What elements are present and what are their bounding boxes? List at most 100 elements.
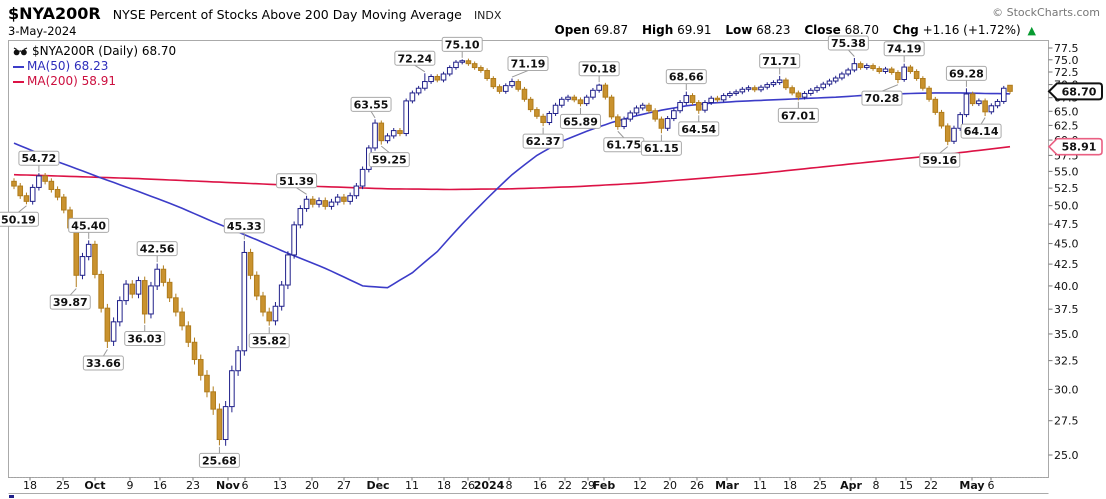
candlestick [110,321,117,342]
x-axis-label: 8 [873,479,880,492]
candlestick [322,200,329,207]
callout-box [18,150,60,166]
price-tag-value: 68.70 [1062,85,1097,98]
candlestick [117,300,123,323]
open-value: 69.87 [593,23,629,37]
candlestick [422,81,428,89]
swing-value-label: 51.39 [279,175,314,188]
legend-series[interactable]: $NYA200R (Daily) 68.70 [32,44,177,58]
y-axis-label: 62.5 [1054,119,1079,132]
candlestick [621,118,627,128]
candlestick [540,115,546,124]
swing-value-label: 42.56 [140,243,175,256]
candlestick [695,102,702,111]
callout-pointer [617,130,625,139]
candlestick [969,93,976,105]
high-value: 69.91 [677,23,712,37]
candlestick [527,98,534,111]
callout-box [665,69,707,85]
y-axis-label: 32.5 [1054,355,1079,368]
candlestick [770,82,777,86]
y-axis-label: 72.5 [1054,66,1079,79]
legend-ma200[interactable]: MA(200) 58.91 [27,74,116,88]
candlestick [776,79,783,84]
candlestick [814,87,820,91]
candlestick [484,70,490,79]
callout-box [883,41,925,57]
chart-header: $NYA200R NYSE Percent of Stocks Above 20… [8,4,1098,23]
y-axis-label: 75.0 [1054,54,1079,67]
candlestick [534,109,540,117]
y-axis-label: 37.5 [1054,303,1079,316]
candlestick [98,273,104,309]
callout-box [49,294,91,310]
candlestick [888,68,895,73]
x-axis-label: 12 [633,479,647,492]
candlestick [303,198,310,210]
candlestick [733,91,739,94]
swing-value-label: 39.87 [53,296,88,309]
x-axis-label: Dec [366,479,389,492]
candlestick [415,87,422,94]
swing-value-label: 71.19 [511,58,546,71]
swing-value-label: 65.89 [563,115,598,128]
candlestick [434,75,441,81]
candlestick [671,110,677,120]
x-axis-label: 29 [581,479,595,492]
callout-pointer [414,64,426,73]
y-axis-label: 42.5 [1054,258,1079,271]
candlestick [577,99,584,105]
x-axis-label: Feb [593,479,616,492]
candlestick [994,100,1001,107]
candlestick [36,175,42,188]
candlestick [216,408,223,441]
swing-value-label: 25.68 [202,454,237,467]
y-axis-label: 25.0 [1054,449,1079,462]
candlestick [17,185,24,197]
swing-value-label: 67.01 [781,109,816,122]
candlestick [328,201,335,207]
candlestick [154,268,160,287]
candlestick [633,107,640,114]
candlestick [951,127,957,142]
ma50-line [13,92,1011,289]
candlestick [658,118,665,129]
candlestick [222,406,229,441]
candlestick [745,87,752,90]
callout-box [198,452,240,468]
plot-legend: $NYA200R (Daily) 68.70 MA(50) 68.23 MA(2… [13,44,176,89]
candlestick [266,311,273,322]
swing-value-label: 75.10 [445,38,480,51]
callout-pointer [18,205,27,213]
y-axis-label: 27.5 [1054,415,1079,428]
callout-box [124,331,166,347]
candlestick [727,92,733,97]
candlestick [465,60,472,65]
y-axis-label: 50.0 [1054,200,1079,213]
candlestick [316,200,322,205]
chg-label: Chg [892,23,919,37]
callout-box [276,173,318,189]
close-value: 68.70 [844,23,879,37]
swing-value-label: 71.71 [762,55,797,68]
legend-ma50[interactable]: MA(50) 68.23 [27,59,109,73]
candlestick [179,311,185,327]
callout-pointer [370,111,376,119]
candlestick [808,89,814,94]
legend-ma200-row: MA(200) 58.91 [13,74,176,89]
price-tag-close [1047,82,1103,101]
candlestick [310,198,316,205]
candlestick [397,130,403,135]
y-axis-label: 40.0 [1054,280,1079,293]
x-axis-label: 18 [783,479,797,492]
x-axis-label: Apr [840,479,862,492]
candlestick [79,256,86,276]
candlestick [272,305,279,322]
callout-pointer [511,70,529,78]
swing-value-label: 36.03 [127,333,162,346]
callout-box [136,241,178,257]
x-axis-label: 11 [753,479,767,492]
y-axis-label: 77.5 [1054,42,1079,55]
